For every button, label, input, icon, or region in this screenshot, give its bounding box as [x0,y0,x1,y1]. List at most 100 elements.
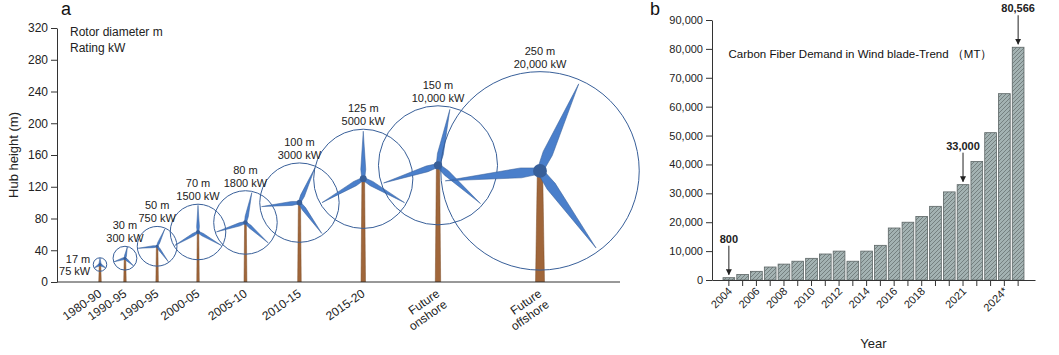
blade [94,264,101,269]
bar [875,245,887,280]
y-tick: 90,000 [669,14,712,26]
blade [244,192,253,222]
x-tick: 2012 [819,280,845,311]
y-tick-mark [51,187,57,188]
y-tick: 40,000 [669,158,712,170]
bar [1012,47,1024,280]
rotor-circle [441,72,639,270]
bar [847,261,859,280]
x-tick-label-line: 2010-15 [259,286,303,323]
y-tick-mark [706,222,712,223]
bar [737,275,749,280]
x-tick-label: Futureoffshore [501,286,552,333]
y-tick-label: 0 [41,275,48,289]
y-tick-label: 120 [28,180,48,194]
rating-label: 20,000 kW [514,58,567,70]
y-tick: 0 [697,274,712,286]
y-tick-mark [51,92,57,93]
bar [971,162,983,280]
y-tick-mark [706,251,712,252]
y-tick-mark [51,250,57,251]
y-tick-mark [706,136,712,137]
hub [156,245,159,248]
y-tick-label: 280 [28,53,48,67]
x-tick-mark [770,280,771,286]
x-tick-mark [811,280,812,286]
y-tick: 280 [28,53,57,67]
x-tick-mark [1004,280,1005,286]
y-axis-line [712,21,713,281]
y-tick: 200 [28,117,57,131]
y-tick-label: 40 [35,244,49,258]
x-tick-mark [976,280,977,286]
y-tick: 30,000 [669,187,712,199]
hub [243,220,247,224]
figure: 17 m75 kW30 m300 kW50 m750 kW70 m1500 kW… [0,0,1059,355]
y-tick-label: 80 [35,212,49,226]
bar [998,94,1010,280]
bars [723,47,1024,280]
annotation: Rotor diameter m [70,25,163,39]
x-tick-mark [742,280,743,286]
y-tick-mark [51,60,57,61]
y-tick-mark [706,49,712,50]
x-tick [949,280,950,286]
x-tick: 2018 [901,280,927,311]
x-tick-mark [866,280,867,286]
x-tick-mark [921,280,922,286]
x-tick-label-line: 2005-10 [205,286,249,323]
x-axis-title: Year [860,336,887,351]
y-tick-mark [51,219,57,220]
x-tick-label: Futureonshore [399,286,450,333]
x-tick-label: 2005-10 [205,286,249,323]
rating-label: 1800 kW [224,177,268,189]
diameter-label: 50 m [145,199,169,211]
x-tick [770,280,771,286]
panel-letter: a [61,0,72,19]
blade [321,177,365,205]
marks [93,72,639,282]
diameter-label: 80 m [233,164,257,176]
x-tick-label: 2016 [874,285,900,311]
blade [244,221,269,244]
x-tick-mark [935,280,936,286]
x-tick-mark [797,280,798,286]
y-tick: 320 [28,21,57,35]
x-tick-mark [880,280,881,286]
turbine [378,106,497,282]
tower [244,222,247,282]
y-tick-label: 20,000 [669,216,703,228]
bar [778,264,790,280]
x-tick-label-line: 2000-05 [158,286,202,323]
y-axis-line [57,29,58,283]
bar [723,278,735,280]
y-axis: 010,00020,00030,00040,00050,00060,00070,… [669,14,712,286]
blade [383,162,439,185]
x-tick-mark [894,280,895,286]
x-tick-mark [728,280,729,286]
x-tick-mark [1018,280,1019,286]
x-tick-label: 2024* [981,284,1010,313]
hub [99,263,102,266]
data-label: 800 [720,233,738,245]
rating-label: 3000 kW [278,149,322,161]
turbine [441,72,639,282]
x-tick-label: 2010 [791,285,817,311]
diameter-label: 100 m [284,136,315,148]
y-tick-label: 80,000 [669,43,703,55]
blade [174,231,198,247]
x-tick-label: 2000-05 [158,286,202,323]
x-tick-mark [990,280,991,286]
data-label: 80,566 [1001,2,1035,14]
x-tick-mark [756,280,757,286]
rating-label: 5000 kW [342,115,386,127]
y-tick: 10,000 [669,245,712,257]
blade [124,247,128,259]
bar [833,251,845,280]
x-tick [907,280,908,286]
panel-letter: b [650,0,660,19]
x-tick [742,280,743,286]
y-tick-label: 320 [28,21,48,35]
data-label-arrow [728,246,729,275]
tower [361,179,365,282]
